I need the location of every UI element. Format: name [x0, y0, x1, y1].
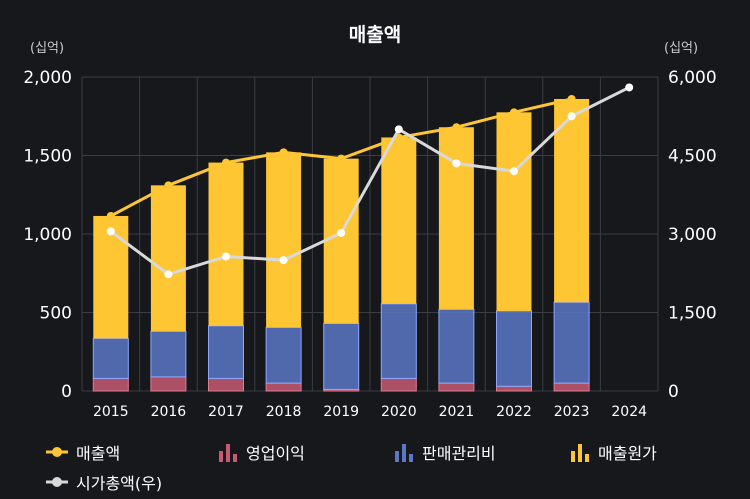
- bar-segment: [381, 137, 417, 304]
- legend-item-sales[interactable]: 매출액: [46, 440, 120, 464]
- bar-segment: [380, 377, 417, 392]
- y-tick-label-left: 1,500: [23, 147, 72, 167]
- bar-segment: [92, 377, 129, 392]
- data-point: [337, 228, 346, 237]
- data-point: [510, 167, 518, 176]
- y-tick-label-right: 4,500: [668, 147, 717, 167]
- data-point: [279, 148, 288, 157]
- legend-label: 매출액: [76, 444, 121, 463]
- legend-label: 판매관리비: [422, 444, 496, 463]
- bar-segment: [265, 382, 302, 392]
- y-tick-label-right: 1,500: [668, 304, 717, 324]
- series-line: [109, 86, 630, 276]
- bar-segment: [438, 382, 475, 392]
- bar-segment: [208, 377, 244, 392]
- bar-segment: [150, 376, 187, 392]
- bar-segment: [265, 326, 302, 384]
- x-tick-label: 2023: [554, 404, 590, 420]
- data-point: [567, 94, 576, 103]
- chart-title: 매출액: [348, 24, 402, 46]
- x-tick-label: 2021: [439, 404, 475, 420]
- x-tick-label: 2020: [381, 404, 417, 420]
- bar-segment: [496, 112, 532, 311]
- bar-segment: [380, 303, 417, 379]
- y-tick-label-left: 0: [61, 382, 72, 402]
- x-tick-label: 2015: [93, 404, 129, 420]
- data-point: [510, 108, 518, 117]
- x-tick-label: 2024: [611, 404, 647, 420]
- legend-label: 시가총액(우): [76, 474, 163, 493]
- legend-label: 매출원가: [598, 444, 657, 463]
- bar-segment: [323, 322, 360, 390]
- bar-segment: [150, 185, 186, 332]
- bar-segment: [496, 385, 532, 392]
- data-point: [164, 181, 173, 190]
- bar-segment: [150, 330, 187, 378]
- y-tick-label-right: 0: [668, 382, 679, 402]
- bar-segment: [93, 215, 129, 339]
- data-point: [337, 154, 346, 163]
- data-point: [222, 158, 230, 167]
- right-axis-unit: (십억): [664, 41, 699, 56]
- bar-segment: [92, 337, 129, 379]
- legend-item-cogs[interactable]: 매출원가: [570, 440, 657, 464]
- bar-segment: [496, 310, 532, 387]
- line-marker-icon: [46, 477, 68, 487]
- bar-segment: [438, 308, 475, 384]
- data-point: [106, 227, 115, 236]
- x-tick-label: 2017: [208, 404, 244, 420]
- data-point: [279, 256, 288, 265]
- legend-item-sga[interactable]: 판매관리비: [394, 440, 496, 464]
- data-point: [222, 252, 230, 261]
- x-tick-label: 2019: [323, 404, 359, 420]
- y-tick-label-right: 3,000: [668, 225, 717, 245]
- data-point: [394, 125, 403, 134]
- legend-label: 영업이익: [246, 444, 305, 463]
- bar-segment: [208, 162, 244, 326]
- left-axis-unit: (십억): [30, 41, 65, 56]
- y-tick-label-right: 6,000: [668, 68, 717, 88]
- bar-segment: [208, 325, 244, 379]
- x-tick-label: 2022: [496, 404, 532, 420]
- data-point: [625, 83, 634, 92]
- bar-segment: [553, 301, 590, 384]
- legend-item-operating-profit[interactable]: 영업이익: [218, 440, 305, 464]
- bar-segment: [323, 158, 359, 324]
- x-tick-label: 2016: [151, 404, 187, 420]
- x-tick-label: 2018: [266, 404, 302, 420]
- data-point: [106, 211, 115, 220]
- bar-chart-icon: [395, 444, 413, 462]
- y-tick-label-left: 500: [40, 304, 72, 324]
- bar-chart-icon: [571, 444, 589, 462]
- data-point: [164, 270, 173, 279]
- legend-item-market-cap[interactable]: 시가총액(우): [46, 470, 162, 494]
- bar-segment: [553, 382, 590, 392]
- bar-chart-icon: [219, 444, 237, 462]
- line-marker-icon: [46, 447, 68, 457]
- data-point: [452, 123, 461, 132]
- data-point: [452, 159, 461, 168]
- data-point: [567, 112, 576, 121]
- y-tick-label-left: 1,000: [23, 225, 72, 245]
- bar-segment: [266, 152, 302, 328]
- y-tick-label-left: 2,000: [23, 68, 72, 88]
- bar-segment: [554, 98, 590, 303]
